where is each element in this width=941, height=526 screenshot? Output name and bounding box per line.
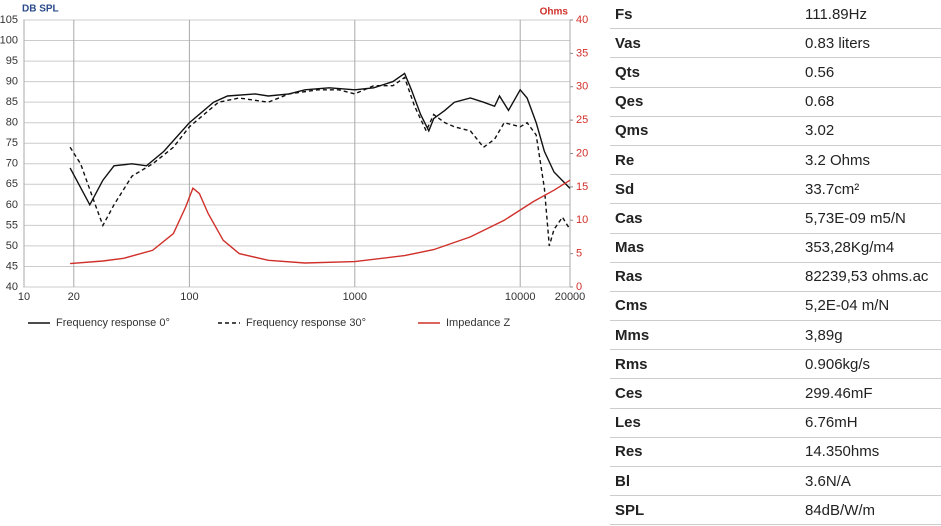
table-row: Mas 353,28Kg/m4: [610, 233, 941, 263]
y-tick-label: 55: [6, 219, 18, 231]
table-row: Ces 299.46mF: [610, 378, 941, 409]
y2-axis-label: Ohms: [540, 7, 569, 18]
parameter-value: 33.7cm²: [800, 174, 941, 205]
table-row: Qms 3.02: [610, 116, 941, 146]
parameter-name: Rms: [610, 349, 800, 380]
y-tick-label: 90: [6, 76, 18, 88]
parameter-value: 0.68: [800, 87, 941, 117]
chart: DB SPL Ohms 4045505560657075808590951001…: [0, 4, 588, 329]
y-tick-label: 45: [6, 260, 18, 272]
parameter-name: Qms: [610, 116, 800, 146]
y2-tick-label: 0: [576, 281, 582, 293]
parameter-value: 0.56: [800, 57, 941, 88]
y-tick-label: 50: [6, 240, 18, 252]
legend-label: Impedance Z: [446, 317, 510, 329]
y2-tick-label: 15: [576, 181, 588, 193]
table-row: Rms 0.906kg/s: [610, 349, 941, 380]
parameter-name: Vas: [610, 28, 800, 59]
parameter-name: Qes: [610, 87, 800, 117]
table-row: Les 6.76mH: [610, 408, 941, 438]
y-tick-label: 40: [6, 281, 18, 293]
table-row: Mms 3,89g: [610, 320, 941, 351]
parameter-name: Fs: [610, 0, 800, 30]
parameter-value: 353,28Kg/m4: [800, 233, 941, 263]
series-line: [70, 179, 571, 265]
x-tick-label: 10: [18, 291, 30, 303]
legend-label: Frequency response 0°: [56, 317, 170, 329]
table-row: Cas 5,73E-09 m5/N: [610, 203, 941, 234]
y-tick-label: 100: [0, 34, 18, 46]
y-tick-label: 80: [6, 117, 18, 129]
y2-tick-label: 20: [576, 147, 588, 159]
y-tick-label: 95: [6, 55, 18, 67]
table-row: Fs 111.89Hz: [610, 0, 941, 30]
parameter-name: Ces: [610, 378, 800, 409]
parameter-name: Cas: [610, 203, 800, 234]
parameter-name: Les: [610, 408, 800, 438]
y-tick-label: 85: [6, 96, 18, 108]
parameter-value: 3.2 Ohms: [800, 145, 941, 176]
parameter-value: 5,2E-04 m/N: [800, 291, 941, 322]
y-tick-label: 65: [6, 178, 18, 190]
x-tick-label: 100: [180, 291, 198, 303]
table-row: SPL 84dB/W/m: [610, 495, 941, 526]
legend-label: Frequency response 30°: [246, 317, 366, 329]
table-row: Vas 0.83 liters: [610, 28, 941, 59]
y2-tick-label: 35: [576, 47, 588, 59]
y2-tick-label: 40: [576, 14, 588, 26]
parameter-value: 3.6N/A: [800, 466, 941, 497]
parameter-value: 5,73E-09 m5/N: [800, 203, 941, 234]
parameter-name: Mas: [610, 233, 800, 263]
parameter-value: 0.83 liters: [800, 28, 941, 59]
parameter-name: Sd: [610, 174, 800, 205]
y-tick-label: 70: [6, 158, 18, 170]
parameter-value: 14.350hms: [800, 437, 941, 468]
y2-tick-label: 30: [576, 81, 588, 93]
y2-tick-label: 5: [576, 248, 582, 260]
parameter-name: Qts: [610, 57, 800, 88]
parameter-value: 299.46mF: [800, 378, 941, 409]
parameter-value: 0.906kg/s: [800, 349, 941, 380]
x-tick-label: 20000: [555, 291, 586, 303]
table-row: Sd 33.7cm²: [610, 174, 941, 205]
table-row: Qes 0.68: [610, 87, 941, 117]
table-row: Ras 82239,53 ohms.ac: [610, 262, 941, 292]
series-line: [69, 72, 571, 207]
table-row: Re 3.2 Ohms: [610, 145, 941, 176]
parameter-name: SPL: [610, 495, 800, 526]
parameter-name: Res: [610, 437, 800, 468]
parameter-table: Fs 111.89Hz Vas 0.83 liters Qts 0.56 Qes 0.68 Qm…: [610, 0, 941, 526]
y-tick-label: 75: [6, 137, 18, 149]
parameter-name: Ras: [610, 262, 800, 292]
table-row: Qts 0.56: [610, 57, 941, 88]
y2-tick-label: 10: [576, 214, 588, 226]
y-tick-label: 60: [6, 199, 18, 211]
table-row: Res 14.350hms: [610, 437, 941, 468]
parameter-value: 111.89Hz: [800, 0, 941, 30]
y-axis-label: DB SPL: [22, 4, 59, 15]
x-tick-label: 1000: [343, 291, 367, 303]
y-tick-label: 105: [0, 14, 18, 26]
table-row: Cms 5,2E-04 m/N: [610, 291, 941, 322]
parameter-name: Re: [610, 145, 800, 176]
parameter-value: 82239,53 ohms.ac: [800, 262, 941, 292]
y2-tick-label: 25: [576, 114, 588, 126]
x-tick-label: 10000: [505, 291, 536, 303]
parameter-value: 6.76mH: [800, 408, 941, 438]
parameter-name: Bl: [610, 466, 800, 497]
parameter-name: Mms: [610, 320, 800, 351]
parameter-name: Cms: [610, 291, 800, 322]
table-row: Bl 3.6N/A: [610, 466, 941, 497]
x-tick-label: 20: [68, 291, 80, 303]
plot-area: [23, 19, 571, 288]
parameter-value: 3.02: [800, 116, 941, 146]
series-line: [69, 76, 571, 247]
parameter-value: 84dB/W/m: [800, 495, 941, 526]
parameter-value: 3,89g: [800, 320, 941, 351]
